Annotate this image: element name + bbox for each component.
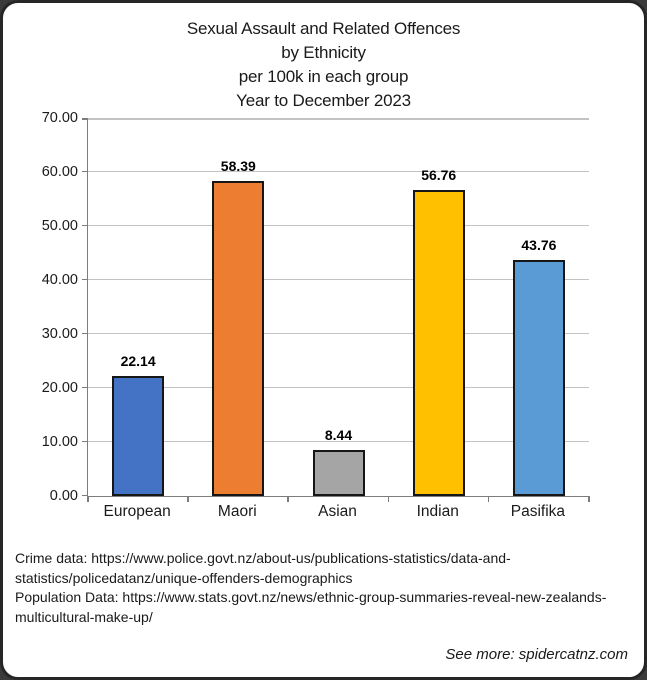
bar-slot-european: 22.14	[88, 118, 188, 496]
x-axis-category-label: European	[103, 503, 171, 520]
x-axis-category-label: Pasifika	[510, 503, 566, 520]
x-axis-tick	[588, 496, 590, 502]
x-axis-category-label: Indian	[416, 503, 459, 520]
bar-value-label: 8.44	[324, 427, 353, 444]
x-axis-tick	[287, 496, 289, 502]
x-axis-tick	[387, 496, 390, 502]
y-axis-tick	[82, 170, 88, 172]
y-axis-tick-label: 40.00	[41, 272, 78, 289]
bar-slot-maori: 58.39	[188, 118, 288, 496]
chart-title-line-4: Year to December 2023	[236, 91, 411, 110]
bar-series: 22.14 58.39 8.44 56.76 43.76	[88, 118, 589, 496]
gridline	[88, 170, 589, 172]
bar-slot-indian: 56.76	[389, 118, 489, 496]
y-axis-tick	[82, 494, 88, 496]
y-axis-tick	[82, 118, 88, 120]
bar-value-label: 58.39	[220, 157, 256, 174]
source-line-1: Crime data: https://www.police.govt.nz/a…	[15, 550, 511, 566]
chart-title-line-2: by Ethnicity	[281, 43, 366, 62]
x-axis-tick	[187, 496, 189, 502]
y-axis-tick-label: 60.00	[41, 164, 78, 180]
gridline	[88, 118, 589, 120]
gridline	[88, 440, 589, 442]
gridline	[88, 386, 589, 388]
see-more-note: See more: spidercatnz.com	[445, 646, 628, 663]
bar-slot-pasifika: 43.76	[489, 118, 589, 496]
chart-title: Sexual Assault and Related Offences by E…	[3, 17, 644, 113]
y-axis-tick-label: 10.00	[41, 434, 78, 451]
source-line-2: statistics/policedatanz/unique-offenders…	[15, 569, 353, 586]
x-axis-category-label: Asian	[318, 503, 357, 520]
bar-slot-asian: 8.44	[288, 118, 388, 496]
x-axis-tick	[87, 496, 89, 502]
bar-pasifika	[512, 259, 565, 496]
bar-indian	[412, 189, 465, 496]
plot-area: 22.14 58.39 8.44 56.76 43.76 0.00 10.00 20.00 3…	[42, 110, 590, 504]
bar-european	[112, 376, 165, 496]
chart-title-line-1: Sexual Assault and Related Offences	[186, 19, 461, 38]
bar-maori	[212, 180, 265, 496]
x-axis-tick	[487, 496, 490, 502]
y-axis-tick	[82, 332, 88, 334]
y-axis-tick-label: 30.00	[41, 326, 78, 342]
source-citations: Crime data: https://www.police.govt.nz/a…	[15, 549, 625, 627]
y-axis-tick	[82, 224, 88, 226]
y-axis-tick	[82, 386, 88, 388]
bar-asian	[312, 450, 365, 496]
bar-value-label: 56.76	[421, 166, 457, 183]
source-line-4: multicultural-make-up/	[15, 608, 153, 625]
source-line-3: Population Data: https://www.stats.govt.…	[15, 589, 607, 605]
y-axis-tick-label: 50.00	[41, 218, 78, 234]
x-axis-category-label: Maori	[217, 503, 257, 520]
y-axis-tick-label: 20.00	[41, 380, 78, 397]
gridline	[88, 332, 589, 334]
bar-value-label: 43.76	[521, 236, 557, 253]
gridline	[88, 224, 589, 226]
x-axis-category-labels: European Maori Asian Indian Pasifika	[87, 503, 588, 521]
y-axis-tick-label: 70.00	[41, 110, 78, 126]
gridline	[88, 278, 589, 280]
chart-title-line-3: per 100k in each group	[238, 67, 409, 86]
bar-value-label: 22.14	[120, 353, 156, 370]
y-axis-tick	[82, 278, 88, 280]
y-axis-tick	[82, 440, 88, 442]
y-axis-tick-label: 0.00	[49, 488, 78, 504]
